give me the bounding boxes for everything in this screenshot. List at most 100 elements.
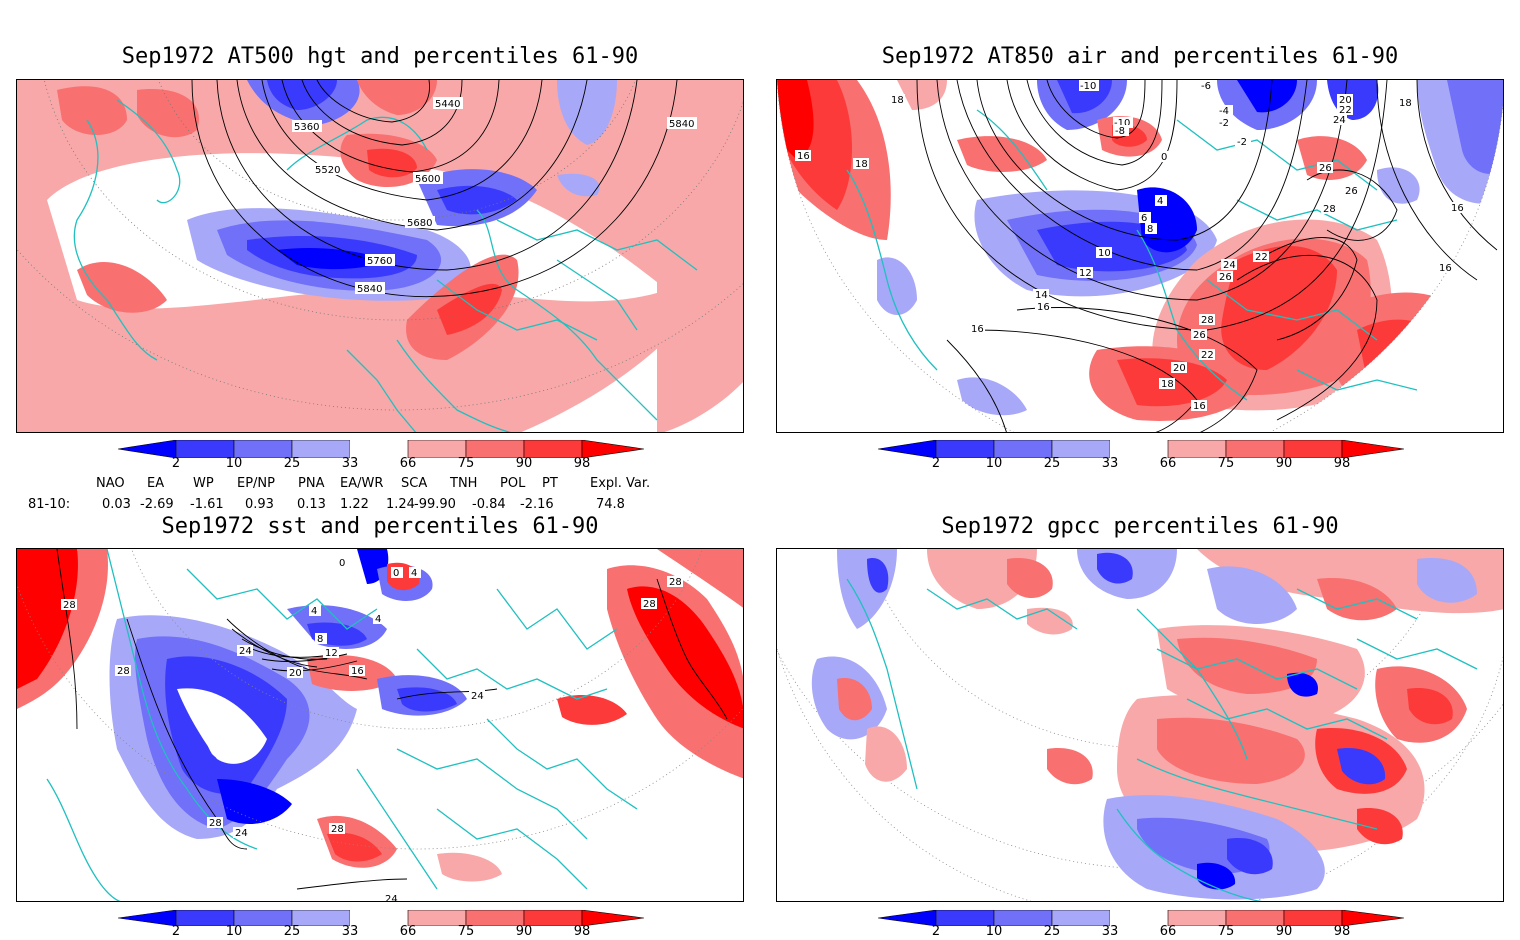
contour-label: 4: [309, 605, 321, 617]
svg-text:4: 4: [411, 568, 417, 579]
contour-label: 4: [373, 613, 385, 625]
panel-title-sst: Sep1972 sst and percentiles 61-90: [161, 514, 599, 539]
contour-label: 20: [1171, 362, 1187, 374]
contour-labels: 5360 5440 5520 5600 5680 5760 5840 5840: [292, 97, 697, 295]
svg-text:28: 28: [1323, 204, 1336, 215]
contour-label: 10: [1096, 247, 1112, 259]
colorbar-label: 66: [1159, 924, 1177, 939]
contour-label: 16: [969, 323, 985, 335]
contour-label: 0: [391, 567, 403, 579]
svg-text:16: 16: [1037, 302, 1050, 313]
svg-text:24: 24: [385, 894, 398, 902]
svg-text:16: 16: [797, 151, 810, 162]
svg-text:8: 8: [317, 634, 323, 645]
contour-label: 5520: [313, 163, 343, 176]
contour-label: 18: [1397, 97, 1413, 109]
svg-text:20: 20: [289, 668, 302, 679]
tc-header: EA/WR: [340, 476, 384, 491]
svg-text:22: 22: [1339, 105, 1352, 116]
contour-label: 12: [1077, 267, 1093, 279]
svg-text:5760: 5760: [367, 256, 392, 267]
contour-label: 22: [1337, 104, 1353, 116]
contour-label: 18: [889, 94, 905, 106]
svg-text:16: 16: [1451, 203, 1464, 214]
contour-label: -10: [1113, 117, 1133, 129]
contour-label: 16: [349, 665, 365, 677]
svg-text:28: 28: [209, 818, 222, 829]
tc-value: -99.90: [414, 497, 456, 512]
colorbar-label: 90: [1275, 456, 1293, 471]
lat-circles: [17, 549, 743, 850]
map-hgt500: 5360 5440 5520 5600 5680 5760 5840 5840: [16, 79, 744, 433]
contour-label: 26: [1317, 162, 1333, 174]
contour-label: 12: [323, 647, 339, 659]
svg-text:6: 6: [1141, 213, 1147, 224]
svg-text:20: 20: [1173, 363, 1186, 374]
contour-label: 8: [1145, 223, 1157, 235]
contour-label: 28: [1321, 203, 1337, 215]
contour-label: 24: [237, 645, 253, 657]
colorbar-label: 10: [225, 924, 243, 939]
svg-text:-6: -6: [1201, 81, 1211, 92]
svg-text:26: 26: [1345, 186, 1358, 197]
contour-label: 24: [469, 690, 485, 702]
svg-text:5360: 5360: [294, 122, 319, 133]
svg-text:5680: 5680: [407, 218, 432, 229]
contour-label: 26: [1343, 185, 1359, 197]
temperature-contours: [916, 80, 1498, 432]
tc-header: NAO: [96, 476, 125, 491]
tc-header: PT: [542, 476, 558, 491]
contour-label: 26: [1191, 329, 1207, 341]
colorbar-swatches: [117, 439, 645, 459]
tc-value: -0.84: [472, 497, 506, 512]
svg-text:5840: 5840: [357, 284, 382, 295]
panel-title-gpcc: Sep1972 gpcc percentiles 61-90: [941, 514, 1339, 539]
tc-row-label: 81-10:: [28, 497, 71, 512]
colorbar-label: 75: [457, 924, 475, 939]
svg-text:5600: 5600: [415, 174, 440, 185]
contour-label: 16: [1437, 262, 1453, 274]
tc-value: -2.69: [140, 497, 174, 512]
colorbar-label: 33: [341, 456, 359, 471]
svg-text:5440: 5440: [435, 99, 460, 110]
contour-label: 5680: [405, 216, 435, 229]
contour-label: 24: [1221, 259, 1237, 271]
colorbar-swatches: [117, 909, 645, 927]
contour-label: -8: [1113, 125, 1129, 137]
panel-title-hgt500: Sep1972 AT500 hgt and percentiles 61-90: [121, 44, 639, 69]
svg-text:8: 8: [1147, 224, 1153, 235]
tc-value: 0.03: [102, 497, 131, 512]
colorbar-label: 90: [1275, 924, 1293, 939]
map-gpcc: [776, 548, 1504, 902]
colorbar-label: 25: [283, 924, 301, 939]
svg-text:5520: 5520: [315, 165, 340, 176]
svg-text:28: 28: [117, 666, 130, 677]
colorbar-label: 10: [985, 456, 1003, 471]
tc-value: 0.13: [297, 497, 326, 512]
contour-label: 28: [641, 598, 657, 610]
contour-label: 16: [1191, 400, 1207, 412]
coastlines: [846, 578, 1478, 901]
coastlines: [73, 99, 698, 432]
contour-label: 0: [1159, 151, 1171, 163]
svg-text:24: 24: [1333, 115, 1346, 126]
tc-header: TNH: [450, 476, 478, 491]
colorbar-label: 25: [1043, 456, 1061, 471]
tc-value: -1.61: [190, 497, 224, 512]
colorbar-swatches: [877, 439, 1405, 459]
svg-text:18: 18: [1399, 98, 1412, 109]
contour-label: 5440: [433, 97, 463, 110]
svg-text:4: 4: [375, 614, 381, 625]
svg-text:-2: -2: [1219, 118, 1229, 129]
colorbar-label: 25: [1043, 924, 1061, 939]
svg-text:0: 0: [1161, 152, 1167, 163]
contour-label: 16: [1449, 202, 1465, 214]
svg-text:5840: 5840: [669, 119, 694, 130]
colorbar-swatches: [877, 909, 1405, 927]
svg-text:10: 10: [1098, 248, 1111, 259]
tc-header: Expl. Var.: [590, 476, 651, 491]
colorbar-bottom-right: 2 10 25 33 66 75 90 98: [877, 909, 1405, 940]
colorbar-label: 33: [341, 924, 359, 939]
precip-fill: [811, 549, 1503, 900]
svg-text:-8: -8: [1115, 126, 1125, 137]
